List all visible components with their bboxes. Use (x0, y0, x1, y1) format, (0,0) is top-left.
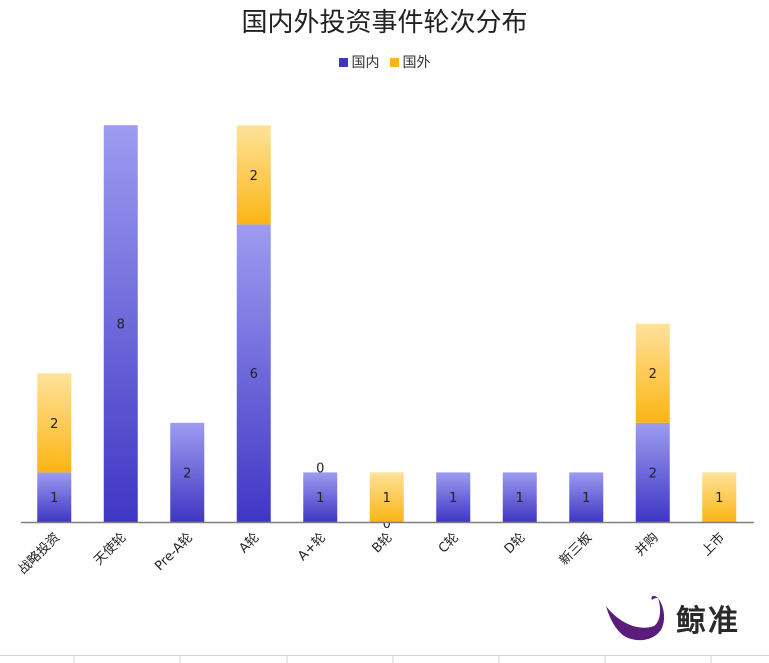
legend-item-foreign[interactable]: 国外 (389, 52, 431, 72)
data-label-domestic-8: 1 (582, 491, 590, 506)
bar-domestic-4[interactable] (303, 472, 338, 522)
data-label-domestic-3: 6 (250, 367, 258, 382)
bar-domestic-6[interactable] (436, 472, 471, 522)
x-tick-label-4: A+轮 (295, 530, 329, 564)
data-label-foreign-5: 1 (383, 491, 391, 506)
bar-foreign-0[interactable] (37, 373, 72, 473)
whale-logo-icon (606, 595, 665, 641)
bar-domestic-9[interactable] (635, 422, 670, 522)
bar-domestic-7[interactable] (502, 472, 537, 522)
legend-item-domestic[interactable]: 国内 (338, 52, 380, 72)
data-label-domestic-4: 1 (316, 491, 324, 506)
bar-foreign-9[interactable] (635, 323, 670, 423)
data-label-domestic-1: 8 (117, 318, 125, 333)
watermark-text: 鲸准 (676, 604, 740, 639)
data-label-domestic-2: 2 (183, 466, 191, 481)
data-label-foreign-0: 2 (50, 417, 58, 432)
x-tick-label-5: B轮 (369, 530, 395, 556)
data-label-foreign-4: 0 (316, 461, 324, 476)
x-tick-label-0: 战略投资 (15, 530, 63, 578)
x-tick-labels: 战略投资 天使轮 Pre-A轮 A轮 A+轮 B轮 C轮 D轮 新三板 并购 上市 (15, 530, 728, 578)
bar-group: 1 2 8 2 6 2 1 0 0 1 1 1 1 2 2 1 (37, 125, 737, 532)
x-tick-label-7: D轮 (502, 530, 529, 557)
data-label-foreign-10: 1 (715, 491, 723, 506)
bottom-rule (0, 655, 769, 663)
x-tick-label-1: 天使轮 (91, 530, 130, 569)
bar-domestic-0[interactable] (37, 472, 72, 522)
bar-domestic-1[interactable] (103, 125, 138, 522)
x-tick-label-3: A轮 (236, 530, 262, 556)
data-label-foreign-9: 2 (649, 367, 657, 382)
bar-domestic-2[interactable] (170, 422, 205, 522)
x-tick-label-6: C轮 (436, 530, 462, 556)
data-label-foreign-3: 2 (250, 169, 258, 184)
bar-domestic-8[interactable] (569, 472, 604, 522)
bar-foreign-3[interactable] (236, 125, 271, 225)
data-label-domestic-9: 2 (649, 466, 657, 481)
legend-label-domestic: 国内 (351, 55, 380, 71)
legend-label-foreign: 国外 (402, 55, 431, 71)
data-label-domestic-6: 1 (449, 491, 457, 506)
bar-foreign-5[interactable] (369, 472, 404, 522)
x-tick-label-8: 新三板 (556, 530, 595, 569)
legend: 国内 国外 (0, 52, 769, 72)
x-tick-label-10: 上市 (698, 530, 728, 560)
legend-swatch-foreign (389, 57, 399, 67)
data-label-domestic-7: 1 (516, 491, 524, 506)
data-label-domestic-0: 1 (50, 491, 58, 506)
x-tick-label-9: 并购 (632, 530, 662, 560)
legend-swatch-domestic (338, 57, 348, 67)
bar-domestic-3[interactable] (236, 224, 271, 522)
x-tick-label-2: Pre-A轮 (152, 530, 196, 574)
watermark: 鲸准 (604, 592, 740, 644)
chart-title: 国内外投资事件轮次分布 (241, 8, 528, 38)
data-label-domestic-5: 0 (383, 517, 391, 532)
bar-foreign-10[interactable] (702, 472, 737, 522)
